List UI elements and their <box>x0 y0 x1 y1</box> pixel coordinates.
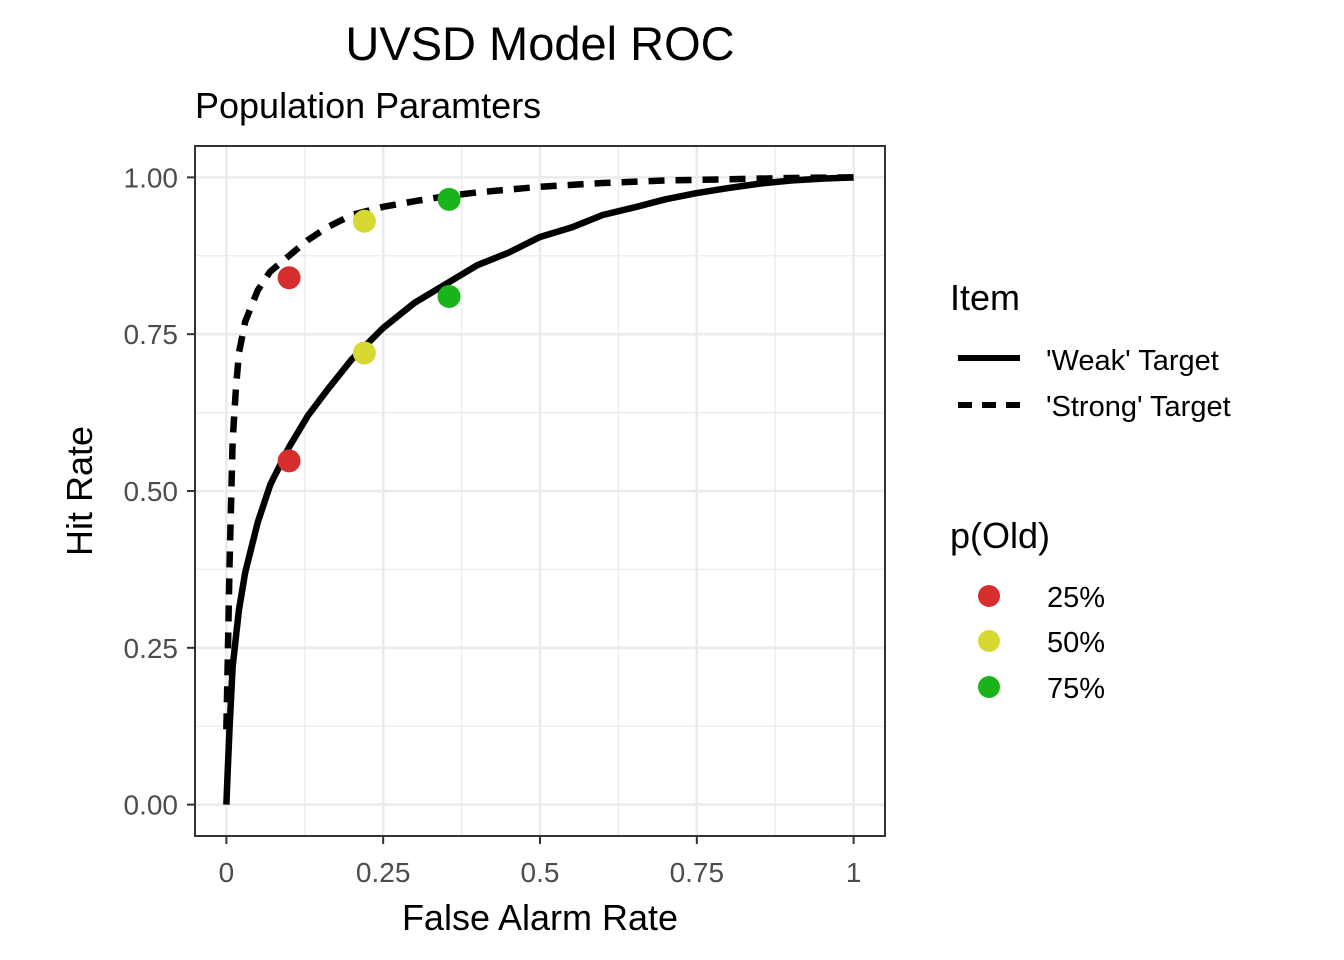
gridlines <box>195 146 885 836</box>
y-tick-label: 0.50 <box>124 476 179 507</box>
chart-subtitle: Population Paramters <box>195 85 541 126</box>
legend-75-key <box>978 676 1000 698</box>
y-tick-label: 1.00 <box>124 162 179 193</box>
point-75pct <box>437 285 461 309</box>
legend-75-label: 75% <box>1047 673 1105 705</box>
legend-50-label: 50% <box>1047 627 1105 659</box>
x-tick-label: 1 <box>846 857 862 888</box>
x-tick-label: 0.75 <box>670 857 725 888</box>
x-tick-label: 0.25 <box>356 857 411 888</box>
legend-25-key <box>978 585 1000 607</box>
point-50pct <box>352 341 376 365</box>
data-points <box>277 187 461 473</box>
legend-item: Item 'Weak' Target 'Strong' Target <box>950 277 1231 423</box>
point-50pct <box>352 209 376 233</box>
legend-strong-target-label: 'Strong' Target <box>1046 391 1231 423</box>
chart-title: UVSD Model ROC <box>345 17 734 70</box>
point-75pct <box>437 187 461 211</box>
y-tick-label: 0.25 <box>124 633 179 664</box>
weak-target-curve <box>223 174 854 805</box>
x-tick-label: 0 <box>219 857 235 888</box>
y-axis: 0.00 0.25 0.50 0.75 1.00 <box>124 162 195 821</box>
plot-panel <box>194 145 886 837</box>
point-25pct <box>277 449 301 473</box>
legend-25-label: 25% <box>1047 582 1105 614</box>
strong-target-curve <box>223 174 854 730</box>
legend-weak-target-label: 'Weak' Target <box>1046 345 1219 377</box>
x-axis-title: False Alarm Rate <box>402 897 678 938</box>
y-axis-title: Hit Rate <box>59 426 100 556</box>
y-tick-label: 0.75 <box>124 319 179 350</box>
x-tick-label: 0.5 <box>521 857 560 888</box>
legend-pold-title: p(Old) <box>950 515 1050 556</box>
roc-curves <box>223 174 854 805</box>
legend-item-title: Item <box>950 277 1020 318</box>
legend-pold: p(Old) 25% 50% 75% <box>950 515 1105 705</box>
y-tick-label: 0.00 <box>124 790 179 821</box>
legend-50-key <box>978 630 1000 652</box>
x-axis: 0 0.25 0.5 0.75 1 <box>219 836 862 888</box>
point-25pct <box>277 266 301 290</box>
